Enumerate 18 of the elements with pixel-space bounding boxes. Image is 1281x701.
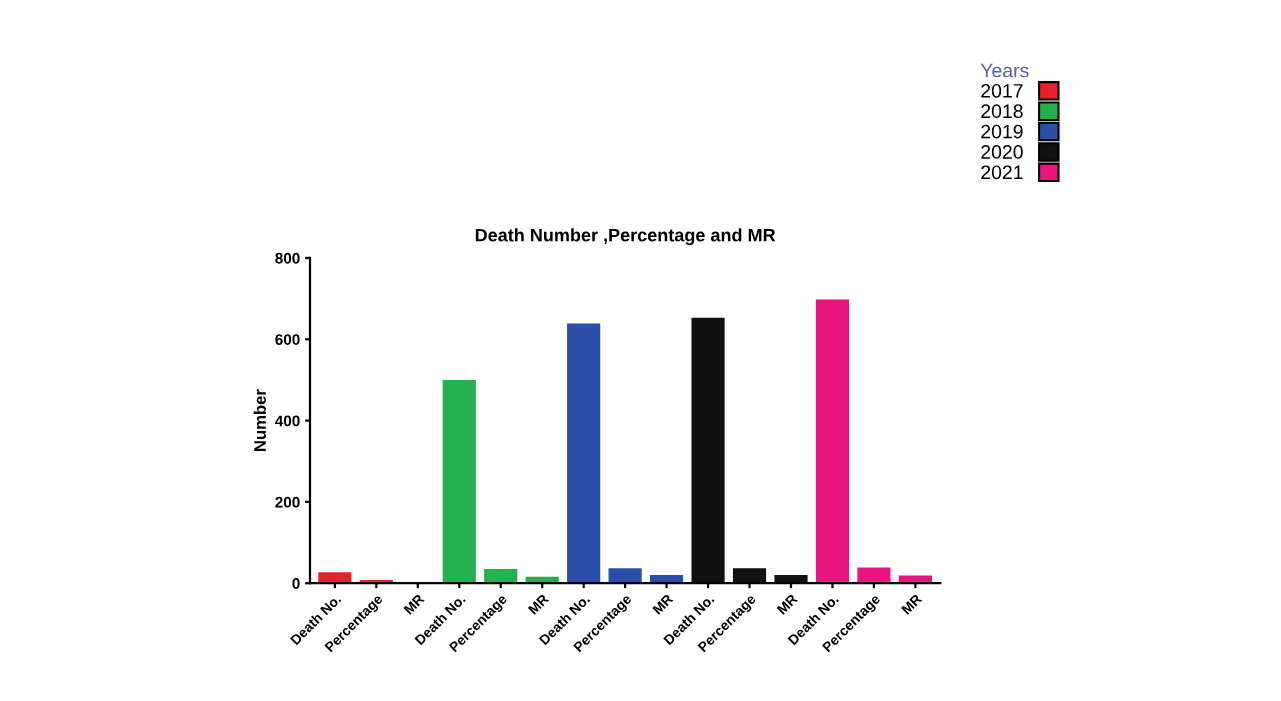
legend-label: 2017 xyxy=(981,83,1023,98)
chart-title: Death Number ,Percentage and MR xyxy=(475,228,776,246)
y-axis-title: Number xyxy=(253,389,266,451)
legend-label: 2018 xyxy=(981,104,1023,119)
y-tick-label: 200 xyxy=(275,496,300,508)
x-tick-label: MR xyxy=(527,593,550,615)
x-tick-label: MR xyxy=(776,593,798,615)
legend-label: 2019 xyxy=(981,124,1023,139)
legend-label: 2020 xyxy=(981,145,1023,159)
y-tick-label: 0 xyxy=(292,578,300,589)
x-tick-label: MR xyxy=(403,593,425,615)
y-tick-label: 800 xyxy=(275,252,300,264)
y-tick-label: 600 xyxy=(275,334,300,345)
y-tick-label: 400 xyxy=(275,415,300,427)
legend-label: 2021 xyxy=(981,165,1023,180)
legend-title: Years xyxy=(980,63,1029,78)
x-tick-label: MR xyxy=(901,593,923,615)
x-tick-label: MR xyxy=(652,593,674,615)
